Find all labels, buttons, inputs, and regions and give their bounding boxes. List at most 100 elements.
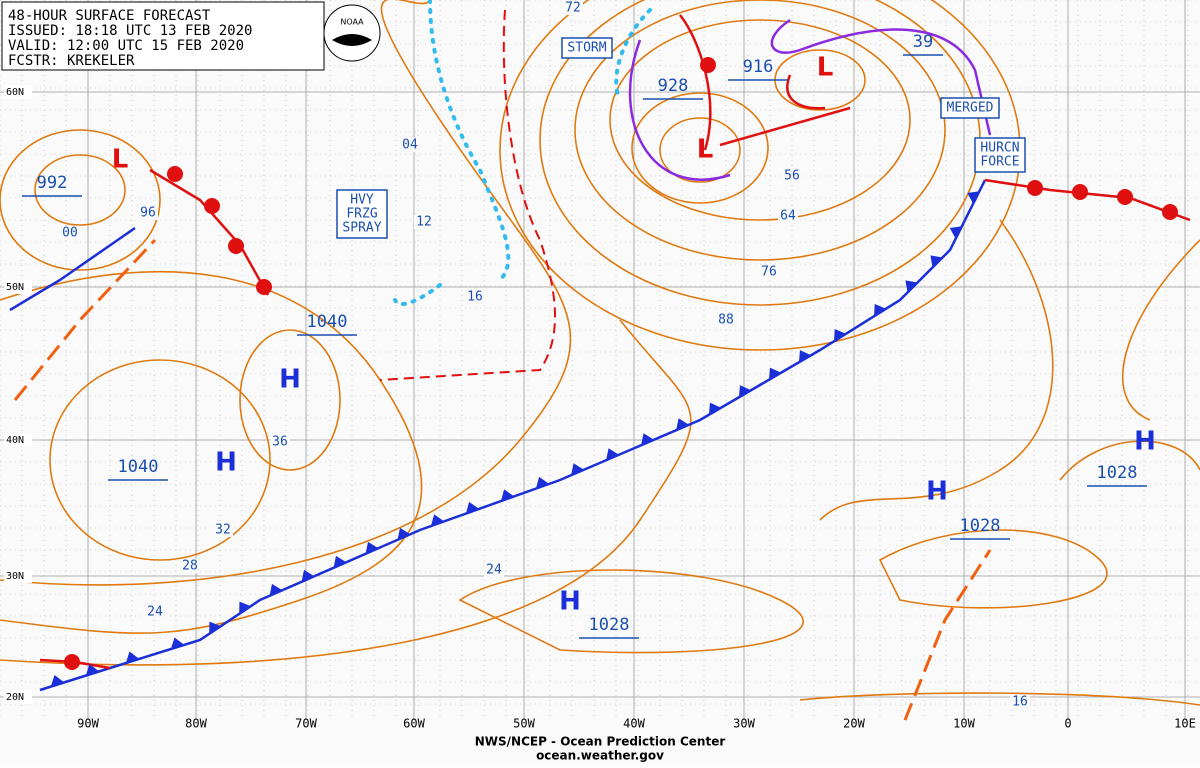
longitude-label: 50W <box>513 717 535 731</box>
annotation-box <box>561 37 613 59</box>
trough <box>13 238 157 401</box>
warm-front <box>984 178 1191 222</box>
isobar-label: 24 <box>486 563 502 578</box>
isobar <box>34 154 126 226</box>
isobar <box>574 0 946 261</box>
cold-front <box>9 226 136 312</box>
isobar <box>609 19 911 221</box>
cold-front-triangle <box>738 385 752 398</box>
annotation-text: HURCN <box>980 141 1019 156</box>
isobar-label: 28 <box>182 559 198 574</box>
isobar <box>659 117 741 183</box>
pressure-value: 39 <box>913 32 933 52</box>
annotation-text: STORM <box>567 41 606 56</box>
annotation-text: FRZG <box>346 207 377 222</box>
isobar-label: 16 <box>1012 695 1028 710</box>
ice-edge <box>379 9 556 381</box>
occluded-front <box>628 18 992 181</box>
isobar <box>799 692 1200 706</box>
cold-front-triangle <box>365 541 379 554</box>
pressure-value: 1028 <box>589 615 630 635</box>
footer-url: ocean.weather.gov <box>536 749 664 763</box>
warm-front-bump <box>1027 180 1043 196</box>
label-bg <box>4 569 32 583</box>
label-bg <box>4 690 32 704</box>
isobar-label: 00 <box>62 226 78 241</box>
pressure-symbol: H <box>215 448 237 478</box>
isobar-label: 76 <box>761 265 777 280</box>
label-bg <box>145 605 165 619</box>
warm-front-bump <box>64 654 80 670</box>
isobar-label: 36 <box>272 435 288 450</box>
isobar-label: 88 <box>718 313 734 328</box>
cold-front-triangle <box>239 601 251 614</box>
header-line: FCSTR: KREKELER <box>8 53 135 69</box>
isobar-label: 72 <box>565 1 581 16</box>
label-bg <box>4 280 32 294</box>
cold-front-triangle <box>571 463 584 476</box>
annotation-text: HVY <box>350 193 374 208</box>
isobar-label: 64 <box>780 209 796 224</box>
longitude-label: 20W <box>843 717 865 731</box>
header-box <box>1 1 325 71</box>
front-symbols <box>50 57 1178 687</box>
pressure-symbol: H <box>1134 427 1156 457</box>
annotation-box <box>940 97 1000 119</box>
label-bg <box>180 559 200 573</box>
pressure-value: 992 <box>37 173 68 193</box>
sea-ice-boundary <box>393 0 652 306</box>
annotation-box <box>336 189 388 239</box>
pressure-symbol: H <box>559 587 581 617</box>
label-bg <box>782 169 802 183</box>
longitude-label: 70W <box>295 717 317 731</box>
latitude-label: 30N <box>6 571 24 582</box>
latitude-label: 60N <box>6 87 24 98</box>
cold-front-triangle <box>535 476 550 489</box>
header-line: VALID: 12:00 UTC 15 FEB 2020 <box>8 38 244 54</box>
label-bg <box>138 206 158 220</box>
isobar <box>1059 440 1200 481</box>
cold-front-triangle <box>170 637 185 650</box>
cold-front-triangle <box>209 621 221 634</box>
longitude-label: 30W <box>733 717 755 731</box>
isobar <box>458 569 804 654</box>
cold-front-triangle <box>676 418 689 431</box>
isobar-label: 04 <box>402 138 418 153</box>
isobar <box>0 319 692 666</box>
warm-front-bump <box>1072 184 1088 200</box>
longitude-label: 60W <box>403 717 425 731</box>
pressure-value: 1028 <box>1097 463 1138 483</box>
label-bg <box>484 563 504 577</box>
logo-bird <box>332 34 372 46</box>
label-bg <box>563 1 583 15</box>
label-bg <box>414 215 434 229</box>
cold-front-triangle <box>125 651 140 664</box>
longitude-label: 90W <box>77 717 99 731</box>
warm-front-bump <box>204 198 220 214</box>
cold-front-triangle <box>641 433 654 446</box>
warm-front-bump <box>167 166 183 182</box>
pressure-value: 1040 <box>118 457 159 477</box>
cold-front-triangle <box>333 555 347 568</box>
latitude-label: 50N <box>6 282 24 293</box>
annotation-box <box>974 137 1026 173</box>
cold-front <box>39 179 987 692</box>
longitude-label: 10E <box>1174 717 1196 731</box>
pressure-value: 928 <box>658 76 689 96</box>
cold-front-triangle <box>430 514 445 527</box>
cold-front-triangle <box>708 402 722 415</box>
cold-front-triangle <box>301 569 315 582</box>
label-bg <box>4 433 32 447</box>
isobar-label: 32 <box>215 523 231 538</box>
map-labels: 60N 50N 40N 30N 20N 90W 80W 70W 60W 50W 40W 30W 20W 1… <box>4 1 1196 731</box>
isobar-label: 16 <box>467 290 483 305</box>
label-bg <box>400 138 420 152</box>
cold-front-triangle <box>967 191 980 204</box>
cold-front-triangle <box>85 663 100 676</box>
label-bg <box>4 85 32 99</box>
cold-front-triangle <box>500 489 515 502</box>
footer-agency: NWS/NCEP - Ocean Prediction Center <box>475 735 726 749</box>
isobar <box>49 359 271 561</box>
label-bg <box>759 265 779 279</box>
